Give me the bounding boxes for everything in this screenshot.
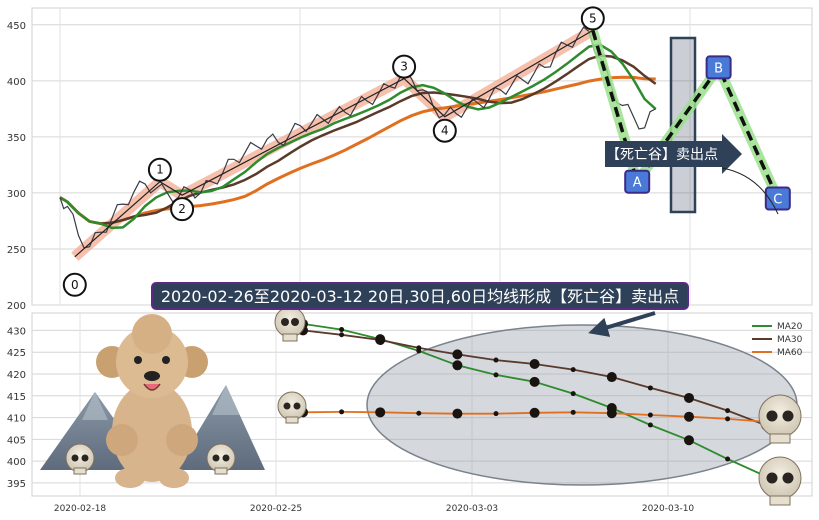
price-line xyxy=(59,26,656,249)
ma-y-tick: 400 xyxy=(7,457,26,468)
ma-x-tick: 2020-02-18 xyxy=(54,504,107,514)
ma-y-axis: 395 400 405 410 415 420 425 430 xyxy=(7,326,26,490)
ma-series-point xyxy=(647,385,653,391)
ma-series-point xyxy=(452,408,463,419)
ma-y-tick: 410 xyxy=(7,414,26,425)
skull-icon xyxy=(758,456,802,506)
ma-series-point xyxy=(452,360,463,371)
sell-label: 【死亡谷】卖出点 xyxy=(606,147,718,163)
projection-point-marker xyxy=(705,55,732,80)
ma-series-point xyxy=(570,391,576,397)
wave-point-label: 4 xyxy=(441,124,449,138)
wave-point-marker xyxy=(62,272,87,297)
skull-icon xyxy=(65,443,95,475)
wave-point-marker xyxy=(432,118,457,143)
ma-y-tick: 425 xyxy=(7,348,26,359)
ma-y-tick: 420 xyxy=(7,370,26,381)
price-ma-line xyxy=(59,54,657,225)
sell-leader-line xyxy=(721,167,779,215)
ma-series-point xyxy=(684,435,694,446)
sell-callout: 【死亡谷】卖出点 xyxy=(605,134,742,174)
skull-icon xyxy=(274,306,306,342)
sell-arrow-shape xyxy=(605,134,742,174)
skull-icon xyxy=(206,443,236,475)
ma-title: 2020-02-26至2020-03-12 20日,30日,60日均线形成【死亡… xyxy=(161,287,679,306)
ma-y-tick: 430 xyxy=(7,326,26,337)
price-y-tick: 250 xyxy=(7,245,26,256)
ma-series-point xyxy=(570,367,576,373)
projection-point-marker xyxy=(624,169,651,194)
projection-point-marker xyxy=(764,186,791,211)
wave-point-label: 3 xyxy=(400,60,408,74)
ma-series-point xyxy=(647,412,653,418)
price-y-axis: 200 250 300 350 400 450 xyxy=(7,21,26,312)
ma-series-point xyxy=(375,335,386,346)
ma-legend: MA20 MA30 MA60 xyxy=(752,322,803,358)
ma-series-point xyxy=(416,345,422,351)
ma-series-point xyxy=(339,327,345,333)
projection-point-label: C xyxy=(773,193,782,208)
skull-icon xyxy=(758,394,802,444)
wave-point-label: 2 xyxy=(178,202,186,216)
wave-point-label: 5 xyxy=(589,11,597,25)
ma-series-point xyxy=(493,372,499,378)
price-ma-line xyxy=(59,43,657,230)
skull-icon xyxy=(277,391,307,424)
poodle-icon xyxy=(96,314,208,488)
price-ma-line xyxy=(59,75,656,226)
price-y-tick: 450 xyxy=(7,21,26,32)
wave-point-marker xyxy=(392,54,417,79)
wave-point-marker xyxy=(170,197,195,222)
wave-point-label: 0 xyxy=(71,278,79,292)
wave-overlay: 0 1 2 3 4 5 A B C 【死亡谷】卖出点 xyxy=(62,6,791,297)
ma-series-point xyxy=(493,411,499,417)
wave-point-marker xyxy=(580,6,605,31)
ma-x-axis: 2020-02-18 2020-02-25 2020-03-03 2020-03-10 xyxy=(54,504,695,514)
price-y-tick: 200 xyxy=(7,301,26,312)
ma-x-tick: 2020-02-25 xyxy=(250,504,302,514)
ma-series-point xyxy=(606,408,617,419)
ma-series-point xyxy=(606,372,617,383)
legend-label: MA20 xyxy=(777,322,803,332)
ma-series-point xyxy=(725,416,731,422)
ma-series-point xyxy=(339,332,345,338)
ma-title-banner: 2020-02-26至2020-03-12 20日,30日,60日均线形成【死亡… xyxy=(151,282,689,337)
ma-series-point xyxy=(529,376,540,387)
ma-series-point xyxy=(452,349,463,360)
projection-point-label: A xyxy=(633,176,642,191)
ma-series-point xyxy=(493,357,499,363)
mountain-right xyxy=(175,385,265,470)
ma-series-point xyxy=(339,409,345,415)
ma-y-tick: 405 xyxy=(7,435,26,446)
ma-series-point xyxy=(416,410,422,416)
projection-dashed-line xyxy=(591,29,780,200)
wave-point-label: 1 xyxy=(156,163,164,177)
ma-series-layer xyxy=(298,318,772,482)
wave-line xyxy=(74,29,594,258)
ma-x-tick: 2020-03-03 xyxy=(446,504,498,514)
ma-series-point xyxy=(684,392,694,403)
legend-label: MA60 xyxy=(777,348,803,358)
wave-point-marker xyxy=(147,157,172,182)
ma-y-tick: 415 xyxy=(7,392,26,403)
ma-y-tick: 395 xyxy=(7,479,26,490)
ma-series-point xyxy=(725,456,731,462)
projection-point-label: B xyxy=(714,61,723,76)
price-y-tick: 400 xyxy=(7,77,26,88)
ma-series-point xyxy=(647,422,653,428)
ma-series-point xyxy=(684,411,694,422)
price-y-tick: 350 xyxy=(7,133,26,144)
ma-series-point xyxy=(375,407,386,418)
legend-label: MA30 xyxy=(777,335,803,345)
price-panel: 200 250 300 350 400 450 0 1 2 3 4 5 A B C 【死亡谷】卖出点 xyxy=(7,6,813,312)
ma-series-point xyxy=(529,358,540,369)
ma-series-point xyxy=(570,409,576,415)
ma-series-point xyxy=(725,408,731,414)
price-y-tick: 300 xyxy=(7,189,26,200)
ma-series-point xyxy=(529,407,540,418)
dog-illustration xyxy=(40,306,802,506)
ma-x-tick: 2020-03-10 xyxy=(642,504,695,514)
title-arrow xyxy=(588,311,656,337)
